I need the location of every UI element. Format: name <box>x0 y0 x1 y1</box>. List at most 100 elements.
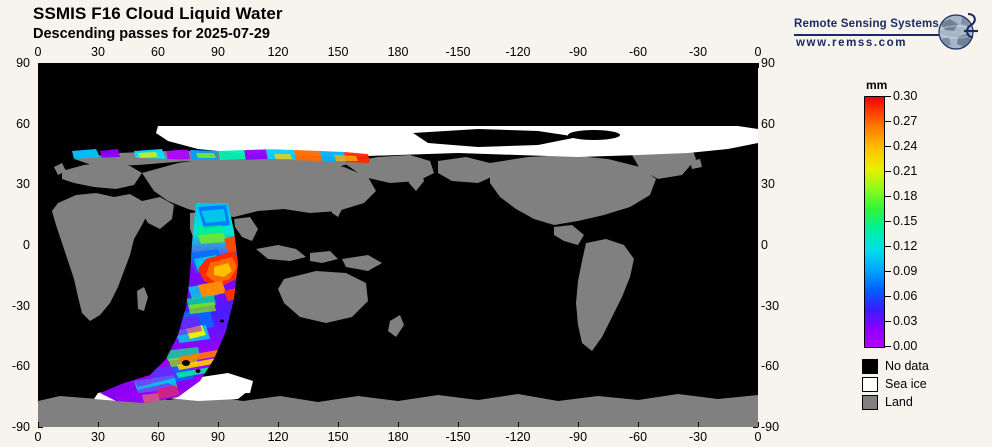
lon-label-top: 30 <box>91 45 105 59</box>
lon-tick <box>517 63 519 68</box>
colorbar-tick <box>884 221 891 222</box>
colorbar-tick-label: 0.09 <box>893 264 918 278</box>
lat-tick <box>38 62 43 64</box>
lat-label-left: 60 <box>16 116 30 131</box>
legend-label: Sea ice <box>885 377 927 391</box>
lon-label-top: -30 <box>688 45 708 59</box>
remss-logo[interactable]: Remote Sensing Systems www.remss.com <box>794 8 984 54</box>
lon-label-bottom: 180 <box>387 430 409 444</box>
lat-label-left: 30 <box>16 177 30 192</box>
colorbar-tick <box>884 271 891 272</box>
lon-label-top: -60 <box>628 45 648 59</box>
world-map <box>38 63 758 427</box>
colorbar-tick-label: 0.18 <box>893 189 918 203</box>
lon-label-top: 150 <box>327 45 349 59</box>
lat-label-left: 0 <box>23 238 30 252</box>
colorbar-tick <box>884 346 891 347</box>
lat-tick <box>38 183 43 185</box>
colorbar-tick-label: 0.06 <box>893 289 918 303</box>
lon-label-bottom: 0 <box>754 430 762 444</box>
lat-label-left: -90 <box>11 420 30 434</box>
colorbar-tick <box>884 196 891 197</box>
colorbar-tick <box>884 96 891 97</box>
lat-label-right: -60 <box>761 359 780 374</box>
logo-organization-name: Remote Sensing Systems <box>794 18 940 30</box>
lon-tick <box>697 63 699 68</box>
lon-label-bottom: -150 <box>445 430 471 444</box>
legend-item: Sea ice <box>862 376 929 392</box>
lon-label-top: 0 <box>34 45 42 59</box>
map-legend: No data Sea ice Land <box>862 358 929 412</box>
legend-swatch <box>862 376 878 392</box>
lon-tick <box>157 63 159 68</box>
lon-tick <box>757 63 759 68</box>
lon-tick <box>337 422 339 427</box>
colorbar-tick-label: 0.21 <box>893 164 918 178</box>
lon-tick <box>397 422 399 427</box>
lon-label-top: -150 <box>445 45 471 59</box>
map-plot-area[interactable] <box>38 63 758 427</box>
legend-item: No data <box>862 358 929 374</box>
legend-label: Land <box>885 395 913 409</box>
lon-label-bottom: 30 <box>91 430 105 444</box>
lon-label-top: 90 <box>211 45 225 59</box>
lon-tick <box>457 422 459 427</box>
lon-tick <box>97 422 99 427</box>
lat-tick <box>753 244 758 246</box>
colorbar-gradient <box>864 96 885 348</box>
lat-tick <box>38 426 43 428</box>
lon-label-bottom: 90 <box>211 430 225 444</box>
lat-tick <box>753 62 758 64</box>
lon-tick <box>37 63 39 68</box>
lat-label-left: 90 <box>16 56 30 70</box>
lat-label-left: -60 <box>11 359 30 374</box>
title-block: SSMIS F16 Cloud Liquid Water Descending … <box>33 4 283 43</box>
colorbar-tick <box>884 321 891 322</box>
lat-label-right: -30 <box>761 298 780 313</box>
lon-tick <box>217 422 219 427</box>
lon-label-bottom: 60 <box>151 430 165 444</box>
lon-label-bottom: 120 <box>267 430 289 444</box>
lon-tick <box>217 63 219 68</box>
lon-label-bottom: -90 <box>568 430 588 444</box>
lon-tick <box>97 63 99 68</box>
lat-tick <box>753 365 758 367</box>
colorbar-tick-label: 0.30 <box>893 89 918 103</box>
colorbar-tick-label: 0.00 <box>893 339 918 353</box>
lon-tick <box>277 63 279 68</box>
lon-tick <box>517 422 519 427</box>
swath-arctic <box>72 149 370 163</box>
lon-label-bottom: -120 <box>505 430 531 444</box>
logo-divider <box>794 34 942 36</box>
lat-tick <box>38 365 43 367</box>
colorbar-tick <box>884 171 891 172</box>
lon-tick <box>697 422 699 427</box>
lon-label-top: 120 <box>267 45 289 59</box>
colorbar-tick-label: 0.27 <box>893 114 918 128</box>
legend-swatch <box>862 394 878 410</box>
lon-tick <box>577 63 579 68</box>
colorbar-tick-label: 0.12 <box>893 239 918 253</box>
colorbar-tick-label: 0.15 <box>893 214 918 228</box>
lon-label-bottom: -30 <box>688 430 708 444</box>
legend-label: No data <box>885 359 929 373</box>
lon-tick <box>637 422 639 427</box>
colorbar-tick <box>884 296 891 297</box>
lon-tick <box>637 63 639 68</box>
lon-tick <box>277 422 279 427</box>
lon-label-bottom: 0 <box>34 430 42 444</box>
lon-tick <box>337 63 339 68</box>
lon-label-top: 0 <box>754 45 762 59</box>
lon-label-top: 60 <box>151 45 165 59</box>
legend-swatch <box>862 358 878 374</box>
globe-icon <box>938 12 978 50</box>
lat-tick <box>38 123 43 125</box>
lat-label-right: 90 <box>761 56 775 70</box>
lon-tick <box>757 422 759 427</box>
lat-tick <box>753 426 758 428</box>
lat-label-right: 30 <box>761 177 775 192</box>
colorbar-tick <box>884 146 891 147</box>
colorbar-tick <box>884 121 891 122</box>
colorbar-tick-label: 0.03 <box>893 314 918 328</box>
